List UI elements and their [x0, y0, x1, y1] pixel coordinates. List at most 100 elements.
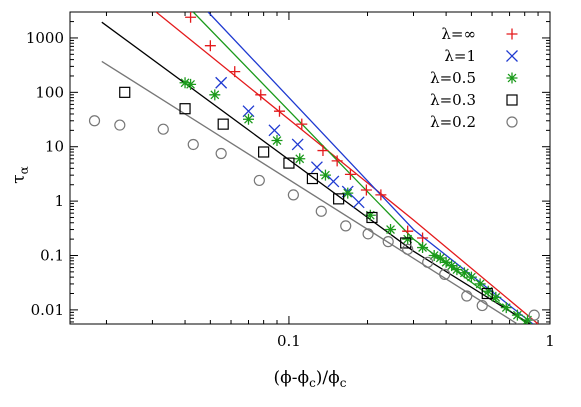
data-point: [273, 105, 285, 117]
data-point: [385, 224, 397, 236]
data-point: [439, 268, 451, 280]
x-tick-label: 0.1: [277, 332, 301, 350]
data-point: [179, 77, 191, 89]
data-point: [476, 299, 488, 312]
data-point: [461, 290, 473, 302]
data-point: [215, 76, 228, 89]
data-point: [428, 249, 440, 261]
data-point: [185, 12, 197, 23]
data-points: [88, 12, 540, 324]
data-point: [319, 169, 331, 181]
data-point: [422, 256, 434, 268]
legend-marker: [506, 50, 518, 62]
data-point: [364, 209, 376, 221]
data-point: [490, 291, 502, 303]
legend-label: λ=∞: [441, 25, 476, 43]
data-point: [333, 193, 345, 205]
data-point: [258, 146, 270, 158]
data-point: [306, 172, 319, 185]
data-point: [209, 89, 221, 101]
data-point: [440, 256, 452, 268]
legend-marker: [506, 94, 518, 106]
data-point: [362, 228, 374, 240]
legend-label: λ=0.5: [430, 69, 476, 87]
data-point: [229, 66, 241, 78]
data-point: [310, 161, 323, 174]
data-point: [215, 147, 227, 160]
data-point: [402, 233, 414, 245]
data-point: [157, 123, 169, 135]
data-point: [482, 285, 494, 297]
data-point: [253, 174, 265, 187]
data-point: [458, 267, 470, 279]
data-point: [382, 236, 394, 248]
legend-marker: [506, 28, 518, 40]
data-point: [204, 40, 216, 52]
plot-frame: [69, 11, 551, 325]
data-point: [217, 118, 229, 130]
data-point: [294, 153, 306, 165]
data-point: [331, 155, 343, 167]
y-tick-label: 0.01: [31, 301, 64, 319]
data-point: [283, 157, 295, 169]
data-point: [522, 314, 533, 324]
data-point: [88, 115, 101, 127]
legend-label: λ=0.2: [430, 113, 476, 131]
series-2-markers: [179, 77, 533, 324]
x-tick-label: 1: [545, 332, 555, 350]
legend-marker: [506, 116, 518, 128]
data-point: [344, 168, 356, 180]
legend-marker: [506, 72, 518, 84]
legend: λ=∞ λ=1 λ=0.5 λ=0.3 λ=0.2: [430, 25, 518, 131]
data-point: [342, 187, 354, 199]
data-point: [474, 278, 486, 290]
data-point: [268, 124, 281, 137]
data-point: [528, 309, 540, 321]
data-point: [481, 287, 493, 300]
series-1-markers: [215, 76, 365, 209]
fit-line-series-3: [101, 21, 531, 324]
data-point: [119, 86, 131, 98]
data-point: [446, 260, 458, 272]
data-point: [315, 205, 327, 217]
data-point: [400, 237, 412, 249]
x-axis-label: (ϕ-ϕc)/ϕc: [274, 368, 347, 390]
data-point: [179, 103, 191, 115]
data-point: [271, 135, 283, 147]
legend-label: λ=0.3: [430, 91, 476, 109]
y-tick-label: 0.1: [40, 246, 64, 264]
y-tick-label: 1000: [26, 29, 64, 47]
data-point: [340, 220, 352, 232]
y-tick-label: 1: [54, 192, 64, 210]
data-point: [327, 175, 340, 188]
data-point: [511, 309, 523, 321]
legend-label: λ=1: [444, 47, 476, 65]
data-point: [114, 119, 126, 131]
series-4-markers: [88, 115, 540, 321]
data-point: [185, 78, 197, 90]
series-3-markers: [119, 86, 493, 300]
fit-line-series-0: [155, 12, 539, 324]
fit-lines: [101, 12, 539, 324]
data-point: [451, 264, 463, 276]
data-point: [317, 145, 329, 157]
data-point: [360, 184, 372, 196]
data-point: [242, 113, 254, 125]
data-point: [402, 243, 414, 255]
data-point: [352, 196, 365, 209]
series-0-markers: [185, 12, 429, 244]
fit-line-series-4: [101, 60, 518, 324]
data-point: [500, 302, 512, 314]
data-point: [465, 271, 477, 283]
data-point: [434, 252, 446, 264]
data-point: [366, 211, 378, 224]
data-point: [375, 189, 387, 201]
data-point: [417, 242, 429, 254]
data-point: [187, 138, 199, 151]
data-point: [242, 105, 255, 118]
data-point: [291, 138, 304, 151]
fit-line-series-1: [207, 12, 534, 324]
axis-ticks: 0.1 1 0.01 0.1 1 10 100 1000: [26, 11, 555, 350]
data-point: [296, 118, 308, 130]
